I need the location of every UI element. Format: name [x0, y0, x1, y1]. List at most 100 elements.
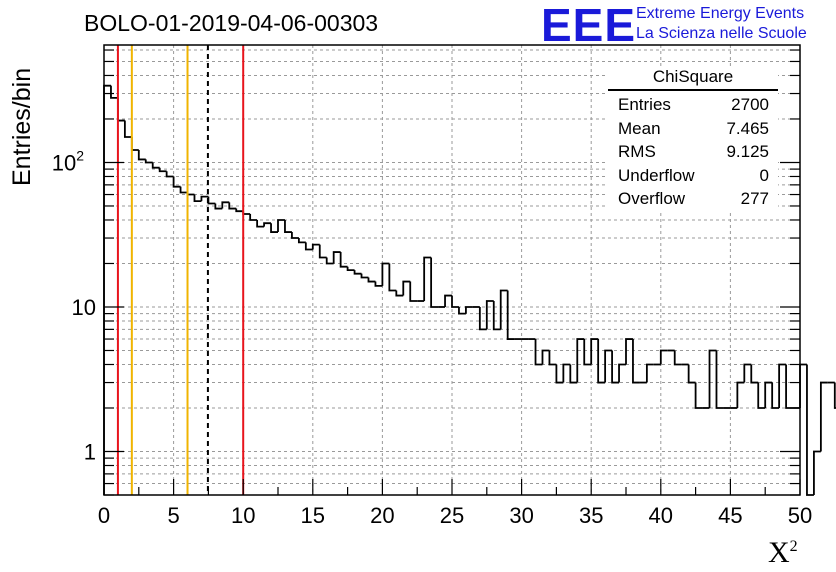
histogram-bin	[548, 350, 557, 366]
histogram-bin	[353, 270, 362, 275]
y-tick-label: 10	[72, 295, 96, 320]
stats-value: 7.465	[726, 118, 769, 138]
histogram-bin	[632, 339, 640, 384]
stats-row-mean: Mean 7.465	[608, 117, 778, 141]
histogram-bin	[395, 290, 404, 297]
histogram-bin	[381, 262, 390, 286]
stats-label: Underflow	[618, 165, 695, 185]
y-tick-label: 1	[84, 439, 96, 464]
histogram-bin	[694, 382, 703, 409]
histogram-bin	[367, 277, 376, 283]
histogram-bin	[597, 339, 606, 384]
histogram-bin	[590, 338, 599, 365]
stats-row-underflow: Underflow 0	[608, 164, 778, 188]
y-axis-label: Entries/bin	[8, 67, 36, 186]
chart-title: BOLO-01-2019-04-06-00303	[84, 10, 379, 36]
histogram-bin	[151, 162, 160, 169]
logo-line-1: Extreme Energy Events	[636, 5, 805, 22]
stats-row-overflow: Overflow 277	[608, 187, 778, 211]
stats-row-entries: Entries 2700	[608, 93, 778, 117]
histogram-bin	[256, 219, 265, 228]
logo-line-2: La Scienza nelle Scuole	[636, 25, 807, 42]
histogram-bin	[304, 242, 313, 251]
x-tick-label: 45	[718, 503, 742, 528]
histogram-bin	[158, 167, 167, 173]
histogram-bin	[144, 159, 153, 164]
histogram-bin	[687, 364, 696, 384]
histogram-bin	[485, 300, 494, 330]
histogram-bin	[492, 301, 501, 331]
histogram-bin	[659, 349, 668, 365]
histogram-bin	[207, 196, 216, 205]
histogram-bin	[117, 97, 125, 122]
histogram-bin	[374, 281, 383, 287]
histogram-bin	[325, 257, 334, 265]
x-tick-label: 10	[231, 503, 255, 528]
eee-logo: EEE	[541, 0, 637, 51]
histogram-bin	[715, 350, 724, 409]
stats-label: Entries	[618, 95, 671, 114]
histogram-bin	[270, 223, 278, 233]
histogram-bin	[444, 294, 452, 307]
histogram-bin	[757, 382, 766, 409]
histogram-bin	[618, 363, 626, 383]
histogram-bin	[499, 289, 508, 330]
logo-text: Extreme Energy Events La Scienza nelle S…	[636, 4, 807, 44]
stats-row-rms: RMS 9.125	[608, 140, 778, 164]
histogram-bin	[625, 338, 633, 365]
histogram-bin	[708, 349, 717, 408]
histogram-bin	[165, 171, 174, 178]
histogram-bin	[360, 273, 369, 279]
histogram-bin	[583, 339, 592, 366]
histogram-bin	[284, 219, 292, 233]
y-tick-label: 102	[52, 147, 84, 175]
histogram-bin	[249, 214, 258, 221]
histogram-bin	[451, 295, 459, 308]
histogram-bin	[604, 349, 613, 383]
stats-value: 277	[740, 189, 769, 208]
histogram-bin	[611, 350, 620, 384]
histogram-bin	[458, 306, 466, 315]
x-tick-label: 25	[440, 503, 464, 528]
histogram-bin	[200, 195, 209, 202]
histogram-bin	[534, 339, 543, 366]
histogram-bin	[137, 149, 146, 161]
histogram-bin	[423, 256, 432, 302]
histogram-bin	[819, 381, 828, 452]
histogram-bin	[506, 290, 515, 340]
histogram-bin	[172, 176, 181, 188]
x-axis-label-base: X	[768, 536, 790, 569]
stats-label: Mean	[618, 118, 661, 138]
stats-title: ChiSquare	[608, 66, 778, 91]
x-tick-label: 0	[98, 503, 110, 528]
histogram-bin	[799, 363, 807, 408]
axis-ticks	[103, 49, 801, 496]
histogram-bin	[673, 350, 682, 366]
histogram-bin	[576, 338, 585, 383]
histogram-bin	[430, 257, 439, 308]
x-tick-label: 40	[649, 503, 673, 528]
x-tick-label: 35	[579, 503, 603, 528]
histogram-bin	[179, 186, 188, 194]
histogram-bin	[214, 203, 223, 210]
histogram-bin	[736, 381, 745, 408]
reference-lines	[116, 45, 245, 495]
histogram-bin	[339, 252, 348, 268]
histogram-bin	[388, 263, 397, 292]
histogram-bin	[562, 363, 571, 383]
histogram-bin	[645, 363, 654, 383]
histogram-bin	[402, 280, 411, 296]
x-tick-label: 5	[167, 503, 179, 528]
stats-box: ChiSquare Entries 2700 Mean 7.465 RMS 9.125…	[608, 66, 778, 211]
x-tick-label: 20	[370, 503, 394, 528]
histogram-bin	[103, 84, 111, 495]
stats-label: RMS	[618, 142, 656, 161]
histogram-bin	[242, 211, 251, 215]
stats-label: Overflow	[618, 189, 686, 208]
histogram-bin	[813, 450, 821, 495]
stats-value: 0	[759, 165, 769, 185]
histogram-bin	[478, 306, 487, 331]
histogram-bin	[764, 381, 773, 408]
histogram-bin	[555, 364, 564, 384]
